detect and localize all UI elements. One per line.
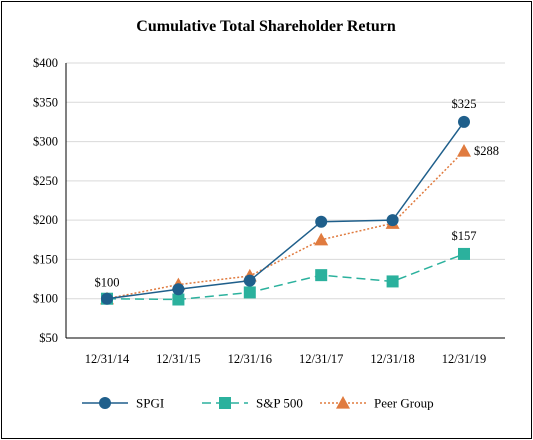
y-tick-label: $400	[33, 56, 58, 70]
x-tick-label: 12/31/17	[299, 352, 343, 366]
square-marker	[172, 293, 185, 306]
y-tick-label: $50	[39, 331, 58, 345]
triangle-marker	[457, 144, 471, 157]
series-line	[106, 121, 465, 300]
series-s-p-500	[101, 247, 470, 306]
legend-item-peer-group: Peer Group	[320, 396, 434, 411]
x-tick-label: 12/31/14	[85, 352, 130, 366]
series-line	[106, 253, 465, 301]
y-tick-label: $350	[33, 95, 58, 109]
series-spgi	[101, 115, 470, 305]
x-tick-label: 12/31/18	[370, 352, 414, 366]
y-tick-label: $250	[33, 174, 58, 188]
triangle-marker	[314, 232, 329, 246]
y-tick-label: $100	[33, 292, 58, 306]
square-marker	[458, 247, 470, 260]
legend: SPGI S&P 500 Peer Group	[82, 396, 434, 411]
series-lines	[100, 115, 471, 306]
x-tick-label: 12/31/16	[228, 352, 272, 366]
circle-marker	[386, 214, 399, 227]
series-line	[106, 150, 465, 300]
axes: $50 $100 $150 $200 $250 $300 $350 $400 12/31/14 1…	[33, 56, 505, 366]
legend-label: Peer Group	[374, 396, 434, 411]
y-tick-label: $150	[33, 252, 58, 266]
data-label: $100	[95, 276, 120, 290]
circle-marker	[99, 397, 111, 409]
data-label: $325	[452, 97, 477, 111]
chart-title: Cumulative Total Shareholder Return	[136, 18, 396, 35]
data-labels: $100 $325 $288 $157	[95, 97, 500, 290]
square-marker	[386, 275, 399, 288]
square-marker	[219, 397, 231, 409]
series-peer-group	[100, 144, 471, 305]
x-tick-label: 12/31/15	[156, 352, 200, 366]
square-marker	[243, 286, 256, 299]
data-label: $288	[474, 144, 499, 158]
x-tick-label: 12/31/19	[442, 352, 486, 366]
circle-marker	[172, 283, 185, 296]
y-tick-label: $300	[33, 135, 58, 149]
y-tick-label: $200	[33, 213, 58, 227]
legend-item-spgi: SPGI	[82, 396, 164, 411]
circle-marker	[243, 274, 256, 287]
circle-marker	[458, 115, 470, 128]
data-label: $157	[452, 229, 477, 243]
legend-item-s-p-500: S&P 500	[202, 396, 303, 411]
circle-marker	[315, 215, 328, 228]
triangle-marker	[336, 396, 350, 409]
circle-marker	[101, 292, 113, 305]
legend-label: SPGI	[136, 396, 164, 411]
legend-label: S&P 500	[256, 396, 303, 411]
square-marker	[315, 269, 328, 282]
